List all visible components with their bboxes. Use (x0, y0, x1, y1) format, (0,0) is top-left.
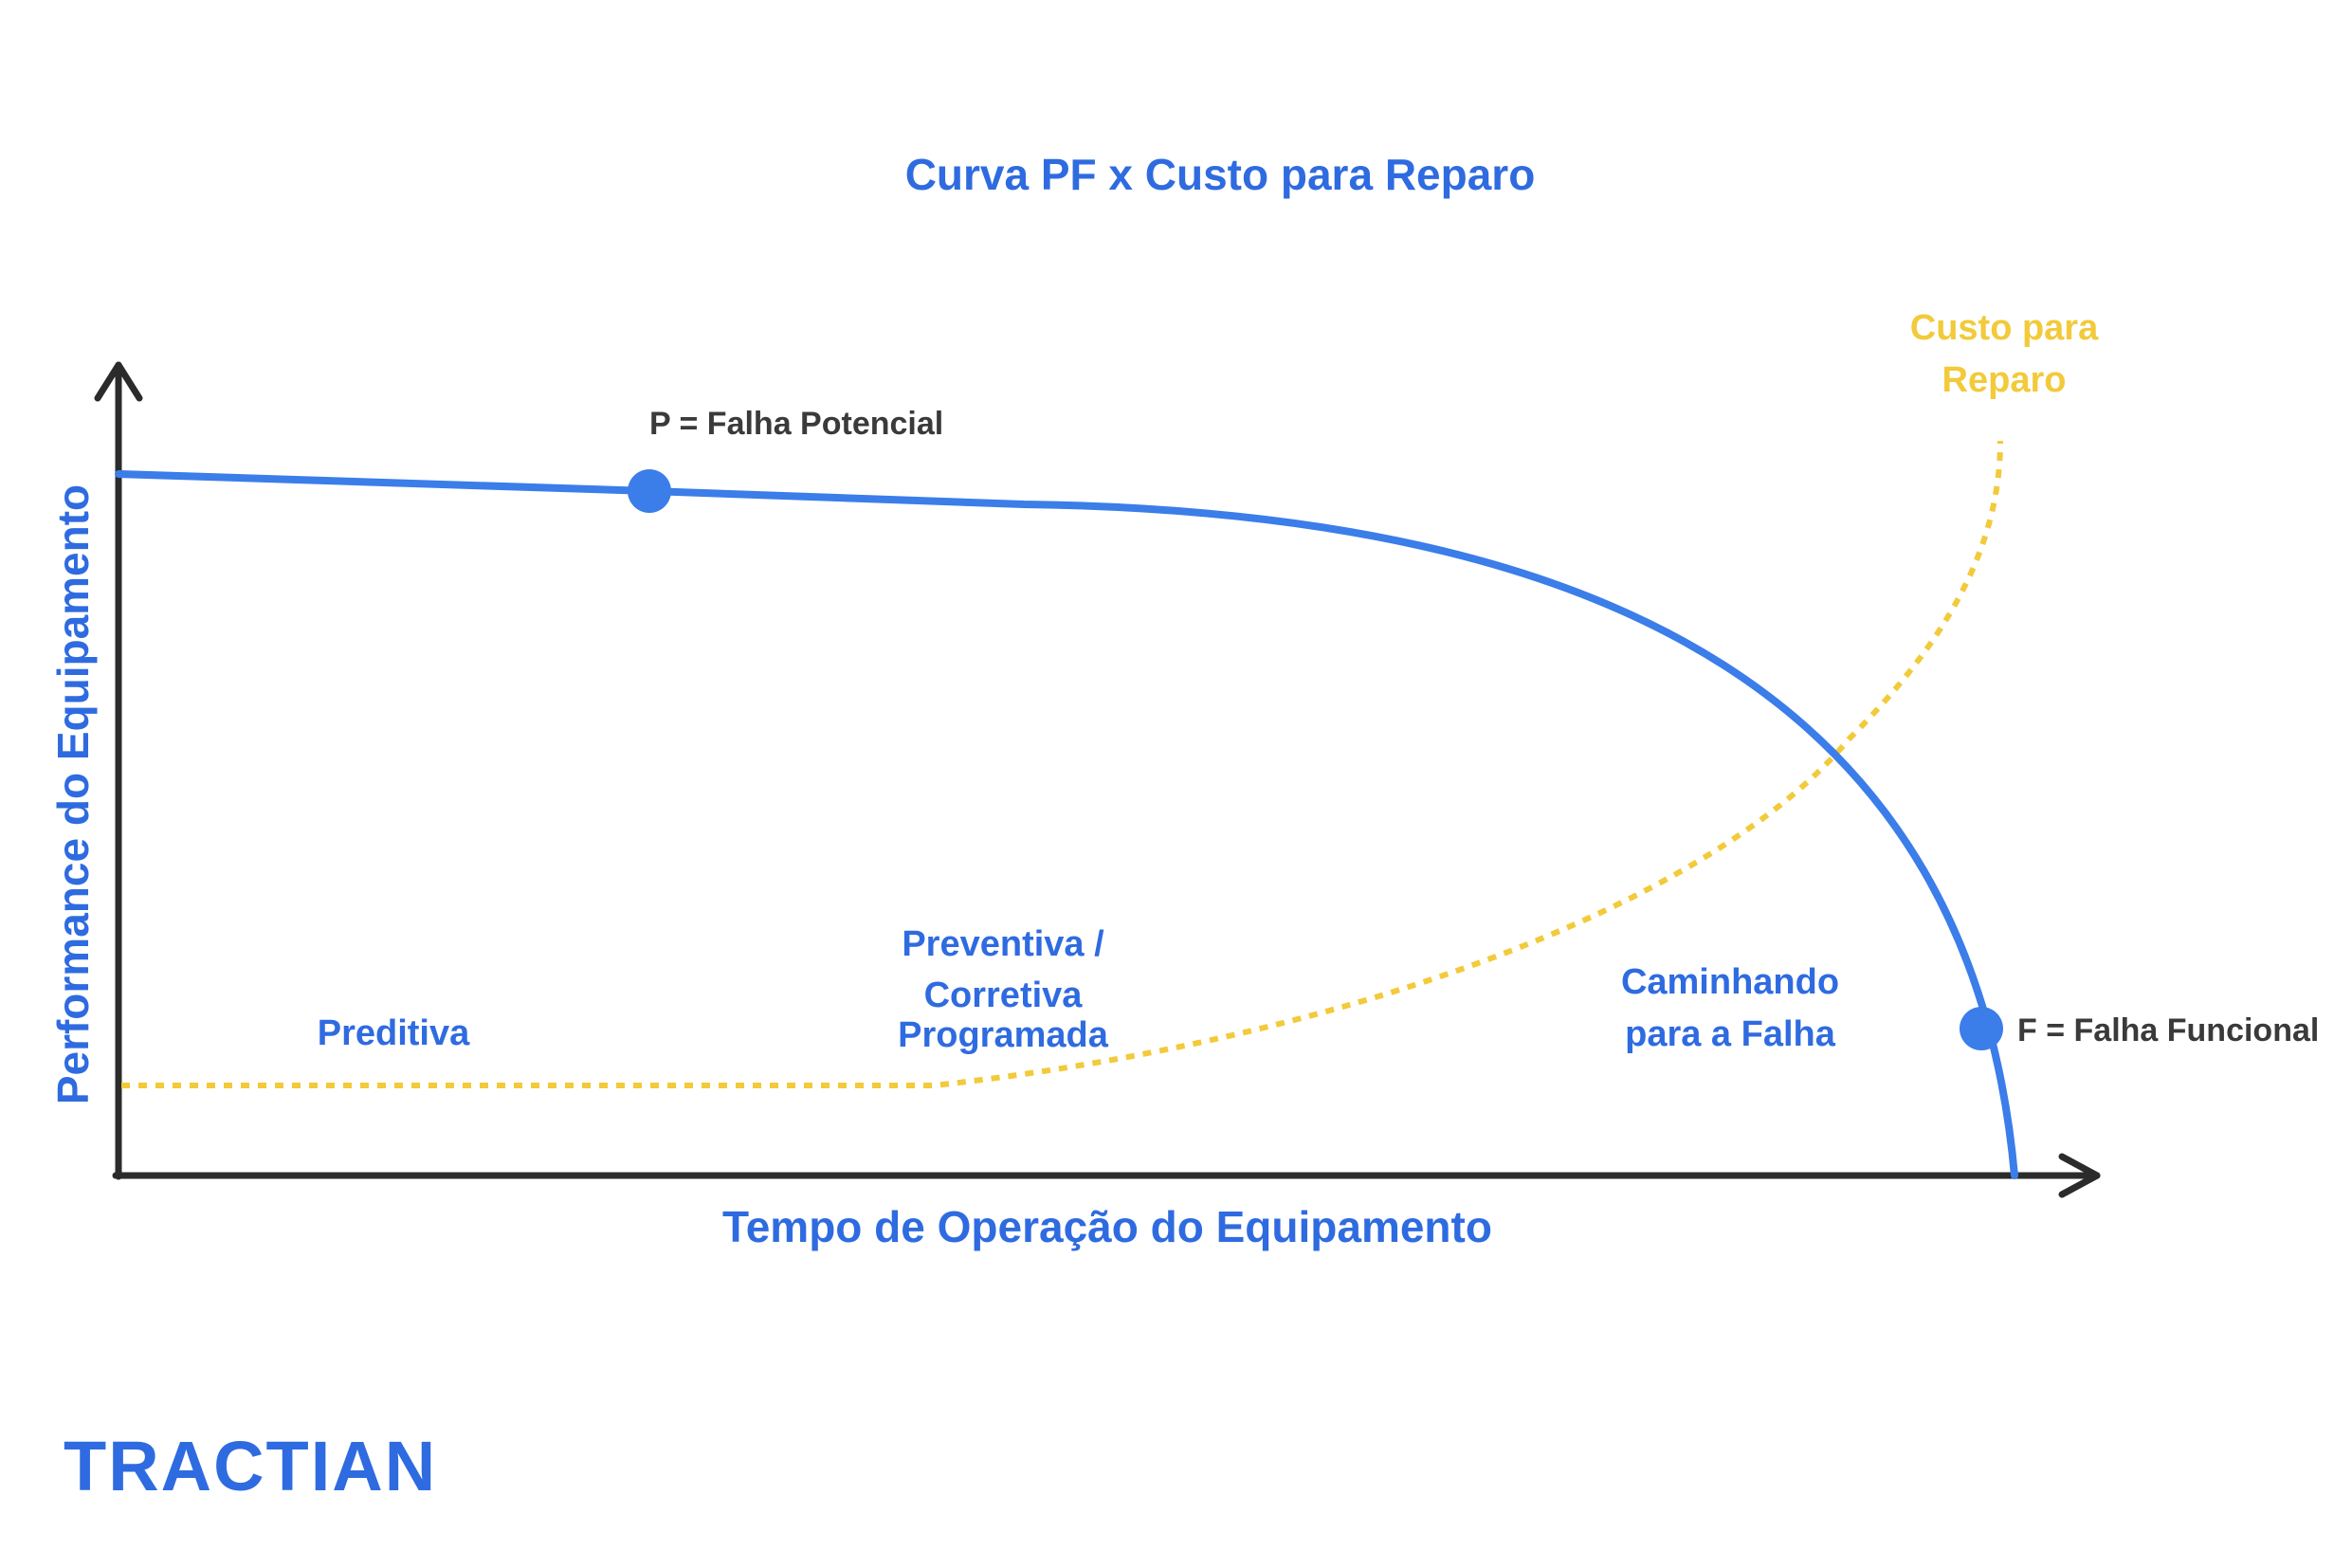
cost-curve-label: Custo para Reparo (1910, 308, 2099, 400)
functional-failure-label: F = Falha Funcional (2017, 1012, 2319, 1048)
tractian-logo: TRACTIAN (64, 1427, 437, 1505)
zone-preventive-line-1: Preventiva / (902, 924, 1104, 964)
cost-curve-label-line-2: Reparo (1942, 360, 2067, 400)
axes (94, 361, 2101, 1198)
zone-preventive-line-2: Corretiva (924, 975, 1084, 1015)
cost-curve-label-line-1: Custo para (1910, 308, 2099, 348)
functional-failure-point (1960, 1007, 2003, 1050)
cost-to-repair-curve (121, 440, 2003, 1088)
zone-predictive-label: Preditiva (318, 1013, 470, 1053)
x-axis-label: Tempo de Operação do Equipamento (722, 1202, 1492, 1251)
x-axis-arrowhead (2058, 1153, 2101, 1198)
potential-failure-label: P = Falha Potencial (649, 406, 943, 442)
zone-to-failure-line-2: para a Falha (1625, 1014, 1836, 1054)
zone-to-failure-label: Caminhando para a Falha (1621, 962, 1839, 1054)
potential-failure-point (628, 469, 671, 513)
y-axis-label: Performance do Equipamento (48, 484, 98, 1104)
pf-performance-curve (115, 470, 2018, 1179)
zone-to-failure-line-1: Caminhando (1621, 962, 1839, 1002)
zone-preventive-line-3: Programada (898, 1015, 1109, 1055)
zone-preventive-label: Preventiva / Corretiva Programada (898, 924, 1109, 1055)
diagram-title: Curva PF x Custo para Reparo (905, 150, 1536, 199)
y-axis-arrowhead (94, 361, 143, 402)
